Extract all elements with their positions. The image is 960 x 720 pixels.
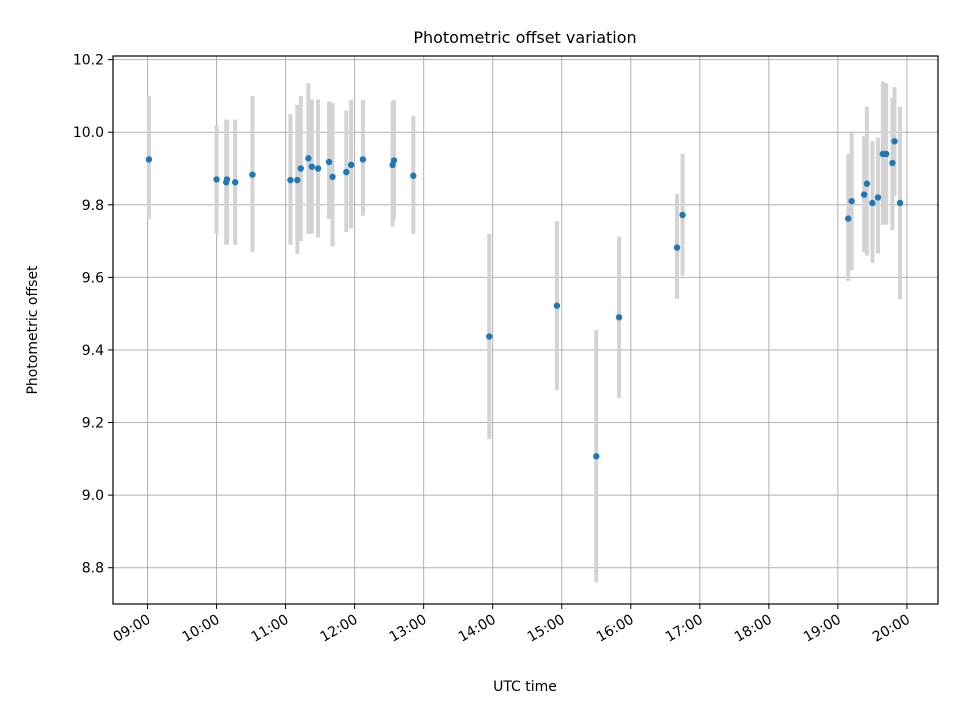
- data-point: [615, 314, 623, 321]
- y-axis-label: Photometric offset: [25, 265, 41, 395]
- data-point: [347, 161, 355, 169]
- data-point: [593, 453, 600, 460]
- data-point: [673, 244, 681, 251]
- data-point: [869, 199, 876, 207]
- y-tick-label: 9.0: [82, 488, 104, 504]
- data-point: [891, 138, 898, 145]
- y-tick-label: 9.2: [82, 416, 104, 432]
- data-point: [305, 155, 312, 162]
- data-point: [325, 158, 333, 166]
- data-point: [145, 156, 153, 163]
- data-point: [297, 165, 304, 172]
- data-point: [287, 176, 294, 184]
- y-tick-label: 10.2: [73, 53, 104, 69]
- x-axis-label: UTC time: [493, 679, 557, 695]
- data-point: [486, 333, 493, 340]
- data-point: [874, 194, 882, 201]
- data-point: [314, 165, 322, 172]
- data-point: [223, 176, 231, 183]
- data-point: [863, 180, 871, 187]
- data-point: [889, 159, 896, 167]
- y-tick-label: 8.8: [82, 561, 104, 577]
- data-point: [308, 163, 316, 170]
- data-point: [294, 176, 301, 184]
- data-point: [848, 197, 855, 205]
- chart-title: Photometric offset variation: [413, 28, 636, 47]
- data-point: [343, 168, 350, 176]
- data-point: [213, 176, 220, 183]
- data-point: [679, 211, 686, 219]
- data-point: [860, 191, 868, 198]
- data-point: [359, 156, 367, 163]
- data-point: [231, 179, 239, 186]
- data-point: [896, 199, 904, 207]
- point-layer: [145, 138, 904, 460]
- data-point: [329, 173, 336, 181]
- data-point: [845, 215, 852, 222]
- data-point: [390, 157, 398, 164]
- data-point: [553, 302, 561, 309]
- data-point: [249, 171, 256, 178]
- data-point: [883, 150, 890, 158]
- plot-frame: [112, 55, 939, 605]
- y-tick-label: 10.0: [73, 125, 104, 141]
- y-tick-label: 9.4: [82, 343, 104, 359]
- data-point: [410, 172, 417, 179]
- y-tick-label: 9.6: [82, 270, 104, 286]
- y-tick-label: 9.8: [82, 198, 104, 214]
